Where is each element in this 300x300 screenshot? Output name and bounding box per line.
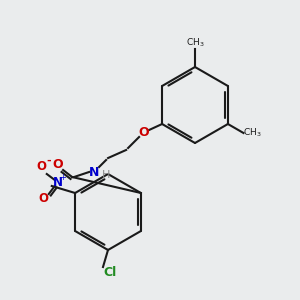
Text: H: H (102, 170, 110, 180)
Text: O: O (53, 158, 63, 172)
Text: CH$_3$: CH$_3$ (186, 37, 204, 49)
Text: Cl: Cl (103, 266, 117, 278)
Text: -: - (46, 156, 51, 166)
Text: O: O (39, 193, 49, 206)
Text: N: N (89, 166, 99, 178)
Text: +: + (59, 173, 66, 182)
Text: O: O (37, 160, 47, 173)
Text: O: O (139, 125, 149, 139)
Text: CH$_3$: CH$_3$ (244, 127, 262, 139)
Text: N: N (53, 176, 63, 190)
